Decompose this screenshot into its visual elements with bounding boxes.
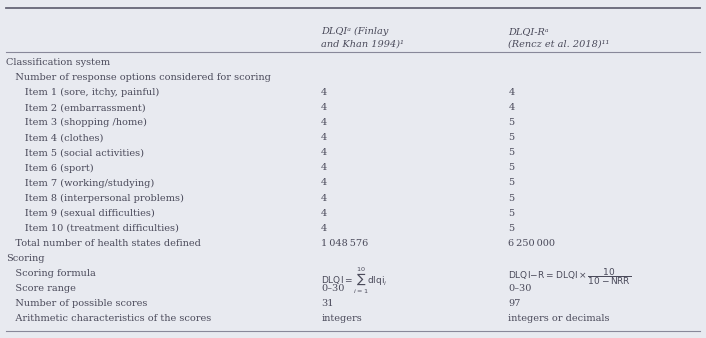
Text: Item 8 (interpersonal problems): Item 8 (interpersonal problems) [6,193,184,202]
Text: Item 6 (sport): Item 6 (sport) [6,164,93,172]
Text: 5: 5 [508,209,515,218]
Text: 4: 4 [508,103,515,112]
Text: 4: 4 [321,193,328,202]
Text: Total number of health states defined: Total number of health states defined [6,239,201,248]
Text: 0–30: 0–30 [321,284,345,293]
Text: Classification system: Classification system [6,58,109,67]
Text: 5: 5 [508,224,515,233]
Text: 5: 5 [508,178,515,188]
Text: Scoring formula: Scoring formula [6,269,95,278]
Text: 4: 4 [321,224,328,233]
Text: 4: 4 [321,178,328,188]
Text: Scoring: Scoring [6,254,44,263]
Text: 4: 4 [321,134,328,142]
Text: Item 9 (sexual difficulties): Item 9 (sexual difficulties) [6,209,155,218]
Text: 0–30: 0–30 [508,284,532,293]
Text: and Khan 1994)¹: and Khan 1994)¹ [321,40,404,49]
Text: Item 2 (embarrassment): Item 2 (embarrassment) [6,103,145,112]
Text: 4: 4 [321,209,328,218]
Text: Item 1 (sore, itchy, painful): Item 1 (sore, itchy, painful) [6,88,159,97]
Text: 5: 5 [508,134,515,142]
Text: 4: 4 [321,118,328,127]
Text: 97: 97 [508,299,521,308]
Text: integers or decimals: integers or decimals [508,314,610,323]
Text: 6 250 000: 6 250 000 [508,239,556,248]
Text: DLQIᵃ (Finlay: DLQIᵃ (Finlay [321,27,388,36]
Text: Item 5 (social activities): Item 5 (social activities) [6,148,143,158]
Text: Item 3 (shopping /home): Item 3 (shopping /home) [6,118,147,127]
Text: Number of possible scores: Number of possible scores [6,299,147,308]
Text: 4: 4 [321,164,328,172]
Text: Arithmetic characteristics of the scores: Arithmetic characteristics of the scores [6,314,211,323]
Text: 5: 5 [508,164,515,172]
Text: 4: 4 [321,103,328,112]
Text: Number of response options considered for scoring: Number of response options considered fo… [6,73,270,82]
Text: integers: integers [321,314,362,323]
Text: $\mathregular{DLQI\!-\!R} = \mathregular{DLQI} \times \dfrac{10}{10-\mathregular: $\mathregular{DLQI\!-\!R} = \mathregular… [508,266,632,287]
Text: 5: 5 [508,148,515,158]
Text: Item 10 (treatment difficulties): Item 10 (treatment difficulties) [6,224,179,233]
Text: 4: 4 [508,88,515,97]
Text: Item 7 (working/studying): Item 7 (working/studying) [6,178,154,188]
Text: 31: 31 [321,299,334,308]
Text: 5: 5 [508,118,515,127]
Text: 5: 5 [508,193,515,202]
Text: Item 4 (clothes): Item 4 (clothes) [6,134,103,142]
Text: $\mathregular{DLQI} = \sum_{i=1}^{10} \mathregular{dlqi}_i$: $\mathregular{DLQI} = \sum_{i=1}^{10} \m… [321,266,388,296]
Text: DLQI-Rᵃ: DLQI-Rᵃ [508,27,549,36]
Text: (Rencz et al. 2018)¹¹: (Rencz et al. 2018)¹¹ [508,40,610,49]
Text: 1 048 576: 1 048 576 [321,239,369,248]
Text: 4: 4 [321,148,328,158]
Text: 4: 4 [321,88,328,97]
Text: Score range: Score range [6,284,76,293]
